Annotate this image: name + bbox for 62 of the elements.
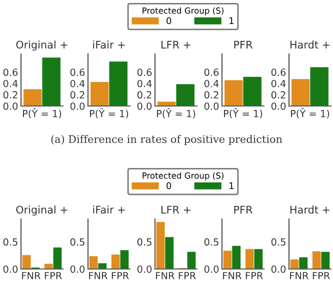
y-tick-label: 0.5 <box>137 238 152 246</box>
y-tick-label: 0.4 <box>3 80 18 88</box>
y-tick-label: 0.0 <box>70 265 85 273</box>
y-tick-label: 0.5 <box>204 238 218 246</box>
y-tick-label: 0.6 <box>271 68 286 76</box>
x-tick-label: FPR <box>178 272 196 280</box>
y-tick-label: 0.0 <box>3 102 18 110</box>
chart-title: iFair + <box>93 206 125 214</box>
y-tick-label: 0.5 <box>70 238 84 246</box>
y-tick-label: 0.0 <box>137 265 152 273</box>
y-tick-label: 0.6 <box>204 68 219 76</box>
legend-title: Protected Group (S) <box>142 7 224 16</box>
x-tick-label: FNR <box>89 272 108 280</box>
y-tick-label: 0.0 <box>3 265 18 273</box>
x-tick-label: FNR <box>22 272 40 280</box>
y-tick-label: 0.4 <box>271 80 286 88</box>
y-tick-label: 0.6 <box>3 68 18 76</box>
legend-label: 0 <box>166 17 172 24</box>
y-tick-label: 0.0 <box>271 102 286 110</box>
y-tick-label: 0.4 <box>70 80 85 88</box>
x-tick-label: P(Ŷ = 1) <box>23 108 62 118</box>
legend-label: 1 <box>230 182 234 189</box>
x-tick-label: FPR <box>312 272 330 280</box>
x-tick-label: P(Ŷ = 1) <box>291 108 330 118</box>
y-tick-label: 0.5 <box>271 238 286 246</box>
x-tick-label: FPR <box>44 272 62 280</box>
legend-label: 0 <box>166 182 172 190</box>
chart-title: PFR <box>234 206 252 214</box>
y-tick-label: 0.2 <box>3 91 18 99</box>
y-tick-label: 0.4 <box>204 80 219 88</box>
y-tick-label: 0.0 <box>70 102 85 110</box>
legend-label: 1 <box>230 17 234 24</box>
x-tick-label: P(Ŷ = 1) <box>224 108 262 118</box>
x-tick-label: FNR <box>156 272 174 280</box>
y-tick-label: 0.2 <box>137 91 152 99</box>
y-tick-label: 0.2 <box>70 91 84 99</box>
chart-title: Original + <box>16 40 68 51</box>
chart-title: Hardt + <box>290 40 330 49</box>
chart-title: PFR <box>234 40 252 48</box>
y-tick-label: 0.0 <box>137 102 152 110</box>
y-tick-label: 0.5 <box>3 238 18 246</box>
chart-title: LFR + <box>161 206 190 214</box>
y-tick-label: 0.6 <box>137 68 152 76</box>
y-tick-label: 0.0 <box>204 265 219 273</box>
y-tick-label: 0.6 <box>70 68 85 76</box>
y-tick-label: 0.0 <box>271 265 286 273</box>
chart-title: LFR + <box>161 40 190 48</box>
x-tick-label: FNR <box>223 272 242 280</box>
chart-title: Hardt + <box>290 206 330 214</box>
x-tick-label: P(Ŷ = 1) <box>157 108 196 118</box>
legend-title: Protected Group (S) <box>142 172 224 180</box>
x-tick-label: FPR <box>112 272 129 280</box>
x-tick-label: P(Ŷ = 1) <box>90 108 128 118</box>
text: (a) Difference in rates of positive prediction <box>51 134 282 146</box>
y-tick-label: 0.0 <box>204 102 219 110</box>
y-tick-label: 0.2 <box>204 91 218 99</box>
chart-title: iFair + <box>93 40 125 49</box>
x-tick-label: FNR <box>290 272 308 280</box>
chart-title: Original + <box>16 206 68 216</box>
y-tick-label: 0.4 <box>137 80 152 88</box>
x-tick-label: FPR <box>246 272 263 280</box>
y-tick-label: 0.2 <box>271 91 286 99</box>
